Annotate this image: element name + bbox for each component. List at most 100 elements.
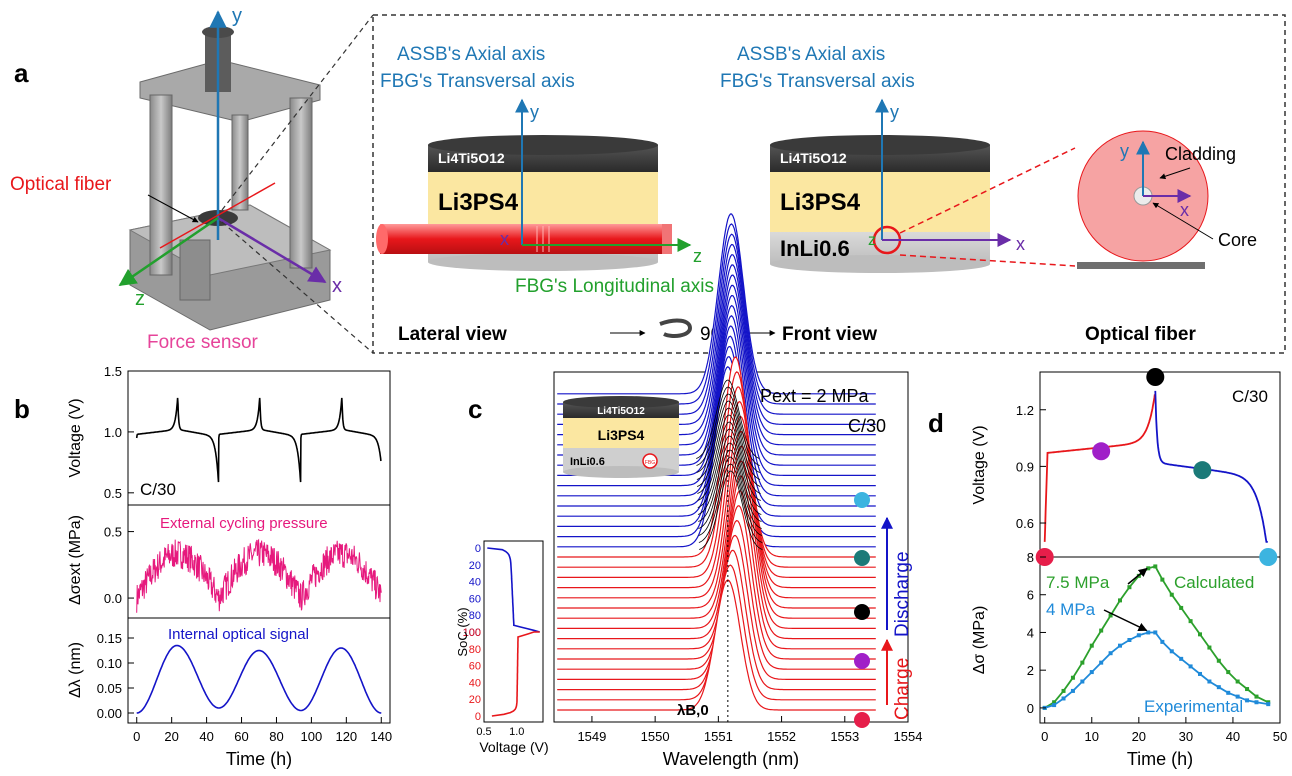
d-v-y-tick-label: 0.6 [1016, 516, 1034, 531]
rig-y-label: y [232, 5, 242, 27]
front-cell: Li4Ti5O12 Li3PS4 InLi0.6 [770, 135, 990, 273]
panel-d-letter: d [928, 408, 944, 438]
c-inset-y-tick-label: 60 [469, 661, 481, 673]
c-peak-spectrum-line [697, 435, 762, 515]
d-calculated-point [1235, 679, 1240, 684]
b-l-y-tick-label: 0.00 [97, 706, 122, 721]
d-experimental-point [1153, 630, 1158, 635]
c-peak-spectrum-line [698, 456, 763, 536]
c-inset-y-tick-label: 0 [475, 711, 481, 723]
front-inli-label: InLi0.6 [780, 236, 850, 261]
d-exp-value-label: 4 MPa [1046, 600, 1096, 619]
c-charge-spectrum-line [557, 415, 876, 599]
b-x-tick-label: 20 [164, 729, 178, 744]
c-peak-spectrum-line [697, 414, 761, 494]
d-soc-marker [1092, 442, 1111, 461]
lateral-lto-label: Li4Ti5O12 [438, 150, 505, 166]
b-x-tick-label: 100 [301, 729, 323, 744]
c-x-tick-label: 1551 [704, 729, 733, 744]
d-calculated-point [1207, 645, 1212, 650]
c-charge-spectrum-line [557, 460, 876, 629]
optical-fiber-label: Optical fiber [10, 174, 112, 195]
c-cell-lps: Li3PS4 [598, 427, 645, 443]
d-calculated-point [1226, 670, 1231, 675]
front-lps-label: Li3PS4 [780, 189, 861, 216]
d-experimental-point [1254, 700, 1259, 705]
c-peak-spectrum-line [697, 428, 762, 508]
b-ylabel-voltage: Voltage (V) [67, 398, 84, 477]
d-s-y-tick-label: 2 [1027, 663, 1034, 678]
c-inset-y-tick-label: 60 [469, 593, 481, 605]
d-experimental-point [1216, 685, 1221, 690]
c-peak-spectrum-line [696, 386, 760, 466]
d-experimental-point [1207, 679, 1212, 684]
c-charge-spectrum-line [557, 386, 876, 578]
d-calc-arrow [1127, 567, 1148, 585]
panel-c-letter: c [468, 394, 482, 424]
c-inset-discharge-line [487, 547, 540, 633]
d-experimental-point [1169, 649, 1174, 654]
b-x-tick-label: 80 [269, 729, 283, 744]
front-view-label: Front view [782, 324, 877, 345]
c-cell-inli: InLi0.6 [570, 456, 605, 468]
panel-b: b 0 20 40 60 80 100 120 140 0.5 1.0 1.5 0.0 0.5 0.00 0… [14, 364, 392, 769]
panel-a: a y x z Optical fiber Force sensor [10, 5, 1286, 354]
d-experimental-point [1061, 696, 1066, 701]
d-calculated-point [1099, 628, 1104, 633]
c-soc-marker [854, 550, 870, 566]
d-experimental-point [1146, 630, 1151, 635]
c-soc-marker [854, 604, 870, 620]
lateral-cell: Li4Ti5O12 Li3PS4 [376, 135, 672, 271]
d-voltage-discharge-line [1154, 390, 1268, 543]
b-l-y-tick-label: 0.05 [97, 681, 122, 696]
c-peak-spectrum-line [698, 463, 763, 543]
d-x-tick-label: 0 [1041, 729, 1048, 744]
c-inset-y-tick-label: 100 [463, 627, 481, 639]
d-calculated-point [1179, 605, 1184, 610]
b-v-y-tick-label: 1.0 [104, 425, 122, 440]
d-calculated-point [1108, 613, 1113, 618]
transversal-label-1: FBG's Transversal axis [380, 71, 575, 92]
d-rate-label: C/30 [1232, 387, 1268, 406]
b-voltage-series-line [135, 397, 382, 483]
c-charge-spectrum-line [557, 445, 876, 619]
c-cell-fbg: FBG [645, 460, 655, 466]
b-s-y-tick-label: 0.0 [104, 591, 122, 606]
rotate-icon [659, 318, 693, 338]
c-inset-y-tick-label: 40 [469, 577, 481, 589]
d-soc-marker [1259, 548, 1278, 566]
d-calculated-point [1118, 598, 1122, 603]
cladding-label: Cladding [1165, 144, 1236, 164]
b-optical-label: Internal optical signal [168, 626, 309, 643]
lateral-lps-label: Li3PS4 [438, 189, 519, 216]
c-x-tick-label: 1554 [894, 729, 923, 744]
d-experimental-point [1188, 664, 1193, 669]
front-lto-label: Li4Ti5O12 [780, 150, 847, 166]
d-calculated-point [1169, 592, 1174, 597]
d-experimental-point [1160, 639, 1165, 644]
d-ylabel-voltage: Voltage (V) [971, 425, 988, 504]
b-optical-frame [127, 617, 391, 724]
d-soc-marker [1193, 461, 1212, 480]
c-inset-charge-line [491, 631, 540, 717]
c-discharge-label: Discharge [892, 551, 913, 637]
c-inset-y-tick-label: 80 [469, 610, 481, 622]
d-calc-label: Calculated [1174, 573, 1254, 592]
d-experimental-point [1070, 688, 1075, 693]
d-calculated-point [1245, 687, 1250, 692]
c-peak-spectrum-line [696, 400, 761, 480]
c-pext-label: Pext = 2 MPa [760, 386, 870, 406]
axial-label-1: ASSB's Axial axis [397, 44, 545, 65]
c-charge-spectrum-line [557, 475, 876, 640]
c-x-tick-label: 1550 [641, 729, 670, 744]
c-inset-y-tick-label: 0 [475, 543, 481, 555]
lateral-z-label: z [693, 246, 702, 266]
c-inset-y-tick-label: 40 [469, 677, 481, 689]
d-experimental-point [1099, 660, 1104, 665]
d-x-tick-label: 10 [1085, 729, 1099, 744]
c-peak-spectrum-line [699, 470, 763, 550]
d-calculated-point [1198, 632, 1202, 637]
fiber-y-label: y [1120, 141, 1129, 161]
c-x-tick-label: 1549 [577, 729, 606, 744]
